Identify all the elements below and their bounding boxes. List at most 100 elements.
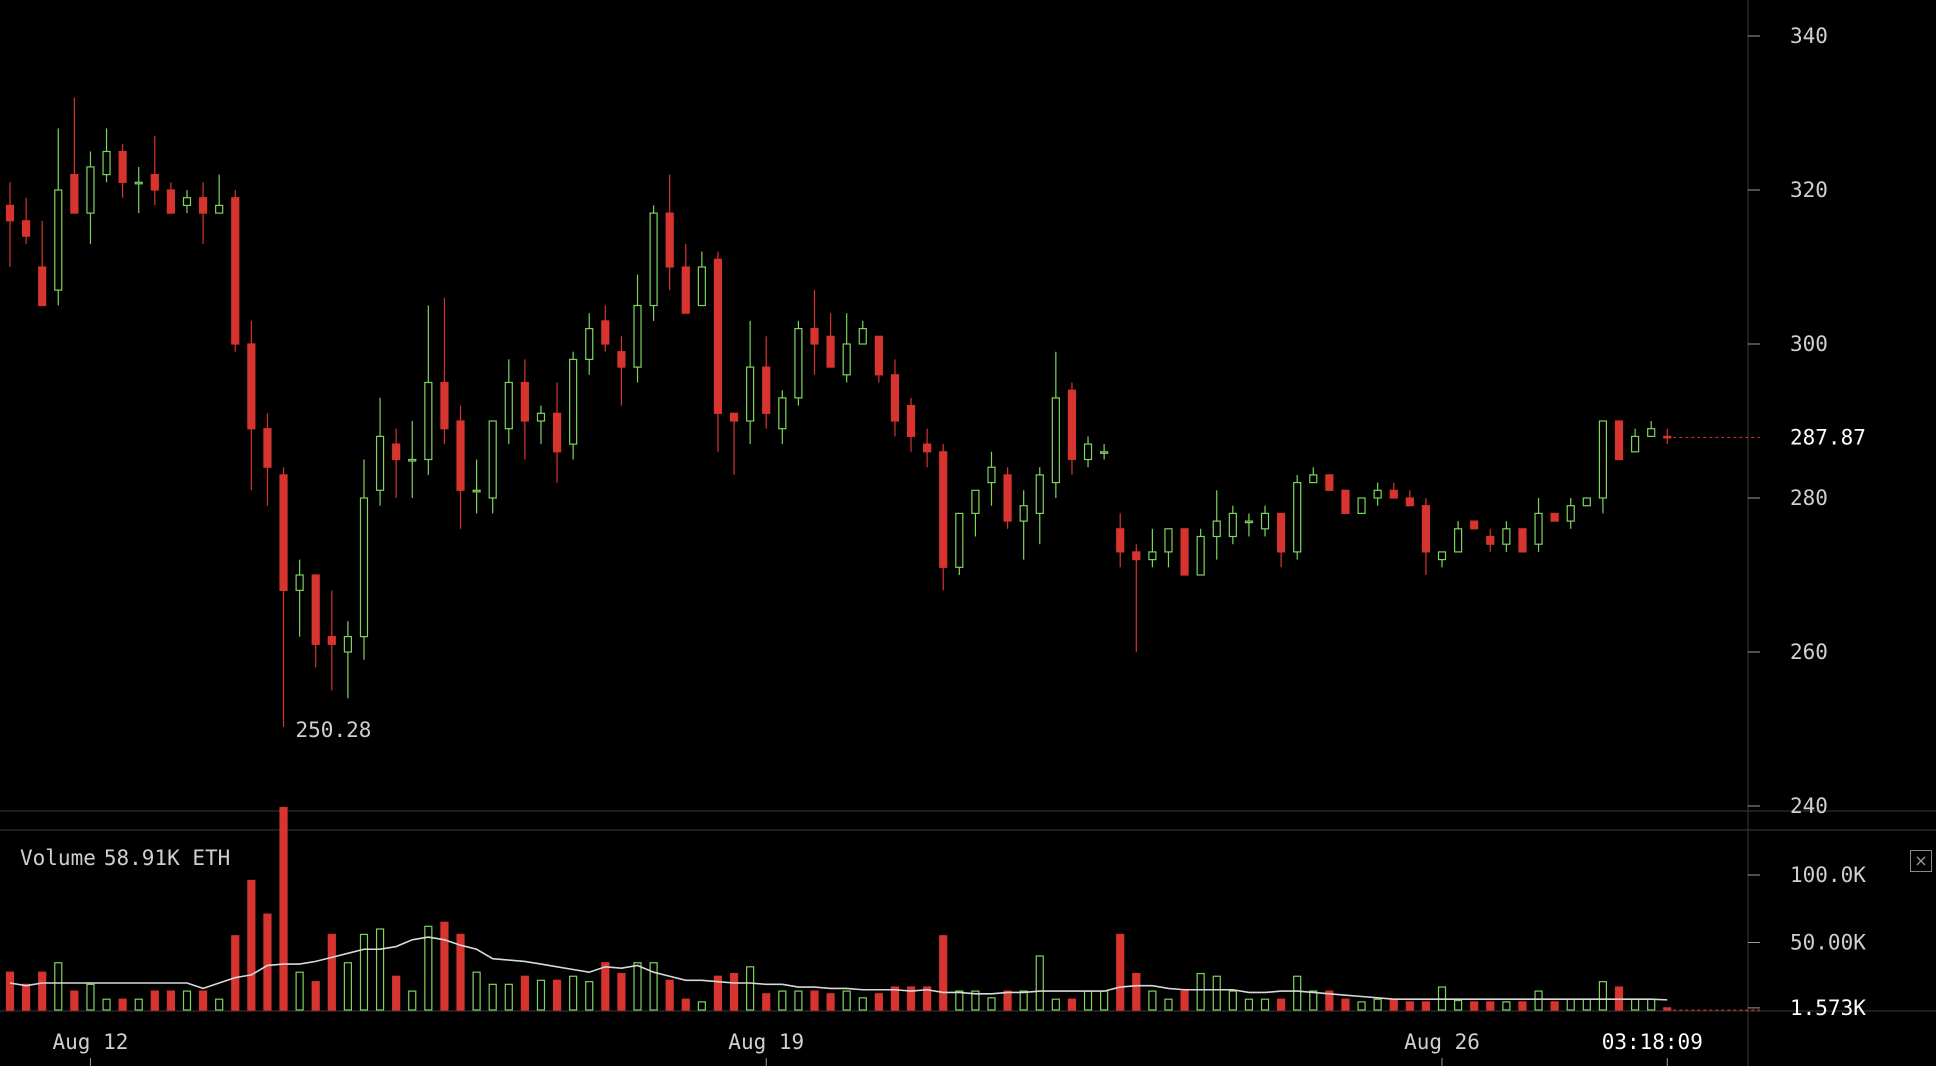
candle-body	[585, 328, 594, 361]
volume-bar	[1083, 990, 1093, 1011]
candle-body	[826, 335, 835, 368]
candle-body	[392, 443, 401, 461]
candle-body	[633, 304, 642, 368]
volume-tick-label: 100.0K	[1790, 863, 1866, 887]
candle-body	[1486, 535, 1495, 545]
candle-body	[971, 489, 980, 514]
candle-body	[440, 381, 449, 430]
candle-body	[1405, 497, 1414, 507]
candle-body	[1228, 512, 1237, 538]
candle-body	[1083, 443, 1093, 461]
candle-body	[1534, 512, 1543, 545]
volume-legend: Volume 58.91K ETH	[20, 846, 230, 870]
price-tick-label: 240	[1790, 794, 1828, 818]
candle-body	[1244, 520, 1254, 524]
candle-body	[1630, 435, 1640, 453]
candle-body	[263, 428, 272, 468]
candle-body	[1470, 520, 1479, 530]
candle-body	[665, 212, 674, 268]
candle-body	[215, 204, 224, 214]
price-tick-label: 300	[1790, 332, 1828, 356]
candle	[21, 197, 31, 244]
current-price-label: 287.87	[1790, 425, 1866, 449]
volume-bar	[102, 998, 111, 1011]
volume-bar	[5, 971, 15, 1011]
candle	[1630, 428, 1640, 453]
candle	[102, 128, 111, 183]
volume-bar	[939, 935, 948, 1011]
candle	[1582, 497, 1591, 507]
volume-bar	[1534, 990, 1543, 1011]
candle-body	[536, 412, 546, 422]
volume-bar	[1228, 990, 1237, 1011]
candle	[601, 305, 610, 352]
candle	[1180, 528, 1189, 576]
candle-body	[86, 166, 95, 214]
candle	[826, 313, 835, 368]
volume-tick-label: 1.573K	[1790, 996, 1866, 1020]
candle	[939, 444, 948, 591]
candle	[5, 182, 15, 267]
candle	[440, 297, 449, 445]
candle	[810, 290, 819, 375]
volume-bar	[408, 990, 417, 1011]
candle	[150, 136, 159, 206]
candle	[858, 320, 867, 345]
volume-bar	[1244, 998, 1254, 1011]
volume-bar	[279, 806, 288, 1011]
candle-body	[1148, 551, 1157, 561]
volume-bar	[826, 993, 835, 1011]
volume-bar	[617, 972, 626, 1011]
candle	[1277, 512, 1286, 568]
volume-bar	[118, 998, 127, 1011]
candle-body	[1277, 512, 1286, 553]
candle-body	[1100, 451, 1109, 454]
candle	[1534, 498, 1543, 552]
candle-body	[906, 405, 916, 438]
candle	[392, 428, 401, 498]
volume-bar	[38, 971, 47, 1011]
candle	[842, 313, 851, 383]
candle	[585, 313, 594, 375]
candle	[1598, 420, 1608, 514]
volume-bar	[585, 981, 594, 1011]
volume-bar	[842, 990, 851, 1011]
candle-body	[1437, 551, 1447, 561]
volume-bar	[54, 962, 63, 1011]
candle-body	[1614, 420, 1624, 461]
volume-bar	[1019, 990, 1028, 1011]
candle-body	[1325, 474, 1334, 491]
candle	[1051, 351, 1060, 498]
candle-body	[1260, 512, 1270, 530]
candle-body	[21, 220, 31, 237]
candle-body	[182, 197, 192, 206]
candle	[681, 243, 690, 314]
volume-bar	[890, 986, 900, 1011]
volume-bar	[1100, 990, 1109, 1011]
candle	[794, 320, 803, 406]
candle-body	[923, 443, 932, 453]
candle-body	[569, 358, 578, 445]
candle-body	[375, 435, 385, 491]
candle	[906, 397, 916, 452]
candle-body	[359, 497, 369, 638]
candle-body	[54, 189, 63, 291]
candle-body	[1212, 520, 1221, 538]
volume-bar	[1003, 990, 1012, 1011]
candle-body	[649, 212, 658, 307]
candle-body	[1647, 428, 1656, 438]
candle-body	[1067, 389, 1077, 461]
volume-bar	[359, 933, 369, 1011]
volume-bar	[697, 1001, 706, 1011]
close-icon[interactable]: ×	[1910, 850, 1932, 872]
candle	[1421, 498, 1431, 575]
candle	[1470, 520, 1479, 530]
volume-bars	[5, 806, 1760, 1011]
candle-body	[987, 466, 996, 484]
candle	[874, 335, 883, 383]
candle-body	[794, 328, 803, 399]
volume-bar	[472, 971, 481, 1011]
volume-bar	[1180, 990, 1189, 1011]
